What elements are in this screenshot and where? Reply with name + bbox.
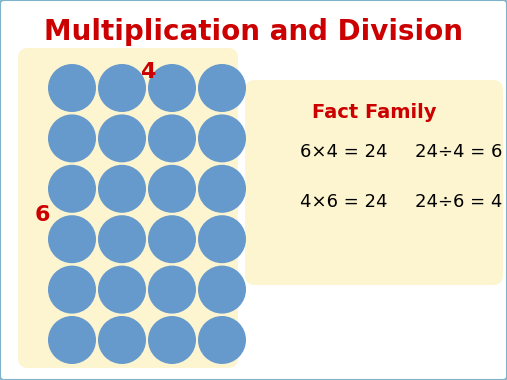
Ellipse shape — [98, 316, 146, 364]
Ellipse shape — [198, 266, 246, 314]
Ellipse shape — [48, 64, 96, 112]
Ellipse shape — [48, 316, 96, 364]
Ellipse shape — [148, 266, 196, 314]
Text: 4×6 = 24: 4×6 = 24 — [300, 193, 387, 211]
FancyBboxPatch shape — [245, 80, 503, 285]
Ellipse shape — [98, 64, 146, 112]
Ellipse shape — [98, 215, 146, 263]
Ellipse shape — [198, 316, 246, 364]
Text: 6: 6 — [34, 205, 50, 225]
Text: 6×4 = 24: 6×4 = 24 — [300, 143, 387, 161]
Ellipse shape — [148, 114, 196, 162]
Ellipse shape — [48, 215, 96, 263]
Text: 4: 4 — [140, 62, 156, 82]
Text: 24÷4 = 6: 24÷4 = 6 — [415, 143, 502, 161]
Ellipse shape — [98, 114, 146, 162]
Ellipse shape — [148, 165, 196, 213]
Ellipse shape — [148, 64, 196, 112]
FancyBboxPatch shape — [18, 48, 238, 368]
Text: Multiplication and Division: Multiplication and Division — [44, 18, 462, 46]
Ellipse shape — [98, 266, 146, 314]
Text: 24÷6 = 4: 24÷6 = 4 — [415, 193, 502, 211]
Text: Fact Family: Fact Family — [312, 103, 436, 122]
Ellipse shape — [98, 165, 146, 213]
Ellipse shape — [148, 316, 196, 364]
Ellipse shape — [48, 266, 96, 314]
Ellipse shape — [198, 114, 246, 162]
Ellipse shape — [198, 215, 246, 263]
Ellipse shape — [198, 165, 246, 213]
Ellipse shape — [48, 114, 96, 162]
Ellipse shape — [48, 165, 96, 213]
Ellipse shape — [148, 215, 196, 263]
Ellipse shape — [198, 64, 246, 112]
